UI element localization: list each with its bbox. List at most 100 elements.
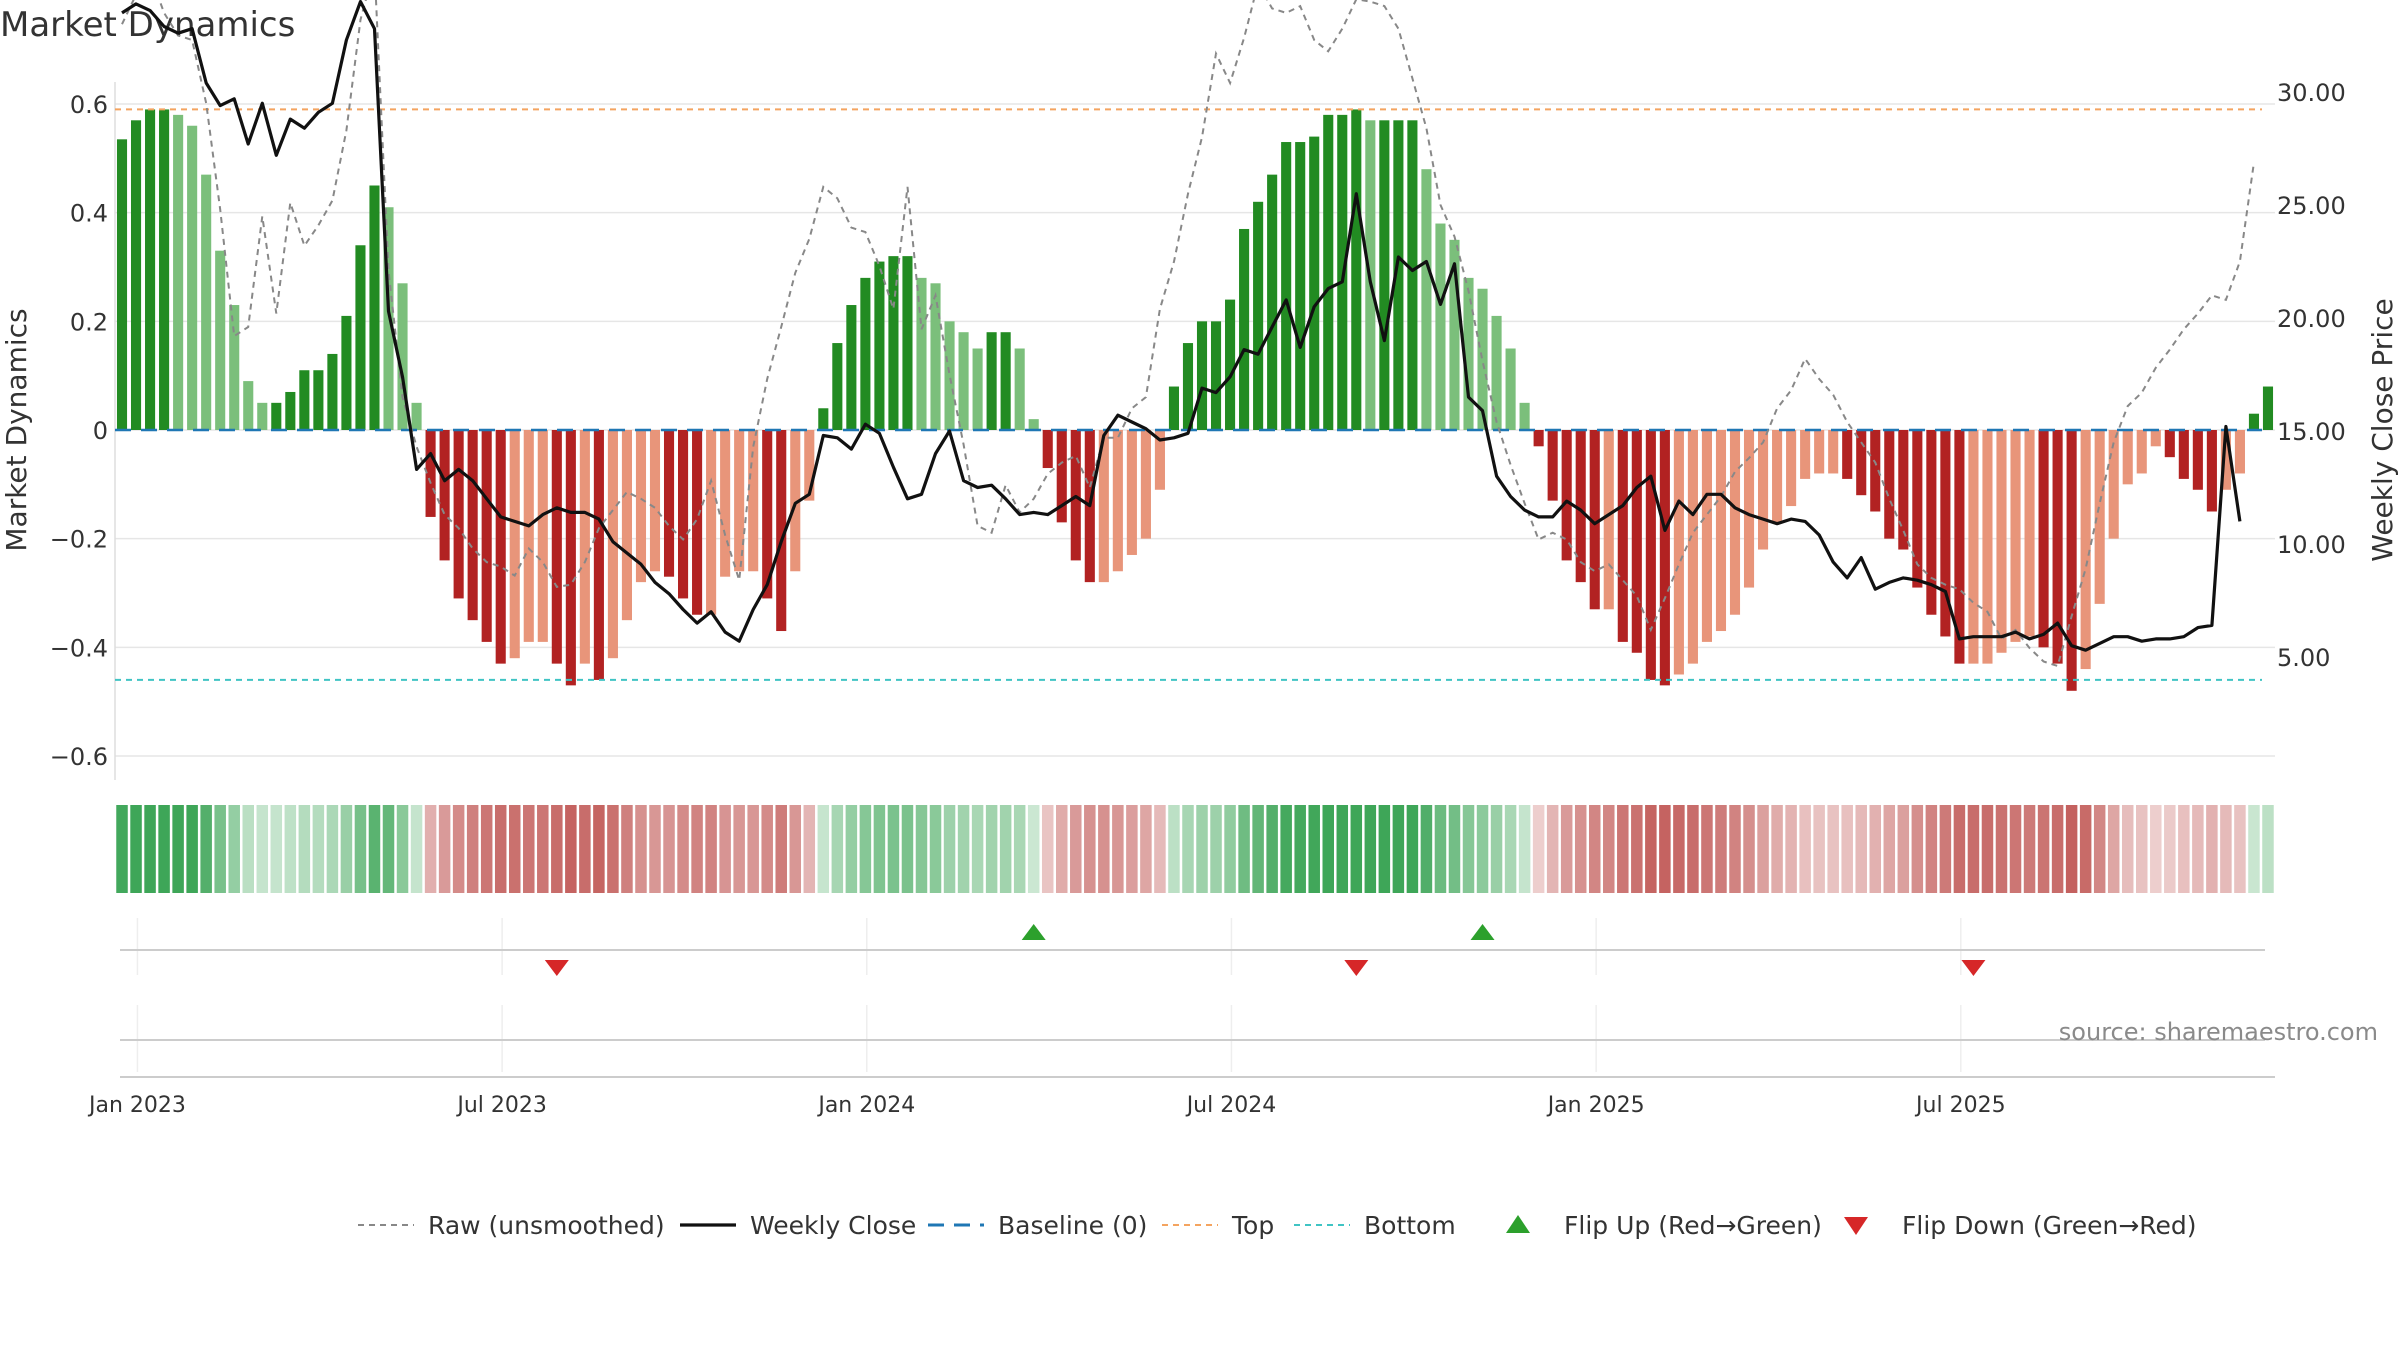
dynamics-bar [1673,430,1684,675]
regime-cell [1995,805,2008,893]
regime-cell [144,805,156,893]
dynamics-bar [916,277,927,430]
flip-down-marker [1344,960,1369,976]
dynamics-bar [313,370,324,430]
dynamics-bar [355,245,366,430]
regime-cell [1953,805,1966,893]
y-tick-label: −0.2 [50,526,108,554]
legend-label: Flip Up (Red→Green) [1564,1211,1822,1240]
regime-cell [298,805,311,893]
dynamics-bar [832,343,843,430]
dynamics-bar [1982,430,1993,664]
dynamics-bar [1239,228,1250,430]
y-tick-label: −0.4 [50,634,108,662]
dynamics-bar [902,256,913,430]
dynamics-bar [1210,321,1222,430]
dynamics-bar [804,430,815,501]
dynamics-bar [1870,430,1881,512]
regime-cell [1490,805,1503,893]
dynamics-bar [1715,430,1727,632]
regime-cell [635,805,647,893]
dynamics-bar [509,430,520,659]
regime-cell [1588,805,1601,893]
dynamics-bar [593,430,604,680]
regime-cell [1476,805,1489,893]
regime-cell [1350,805,1363,893]
x-tick-label: Jan 2023 [87,1093,186,1118]
regime-cell [368,805,381,893]
dynamics-bar [1519,402,1530,430]
y-axis-label: Market Dynamics [0,308,33,551]
dynamics-bar [2080,430,2091,670]
dynamics-bar [1056,430,1067,523]
dynamics-bar [341,315,352,430]
regime-cell [775,805,787,893]
regime-cell [1434,805,1447,893]
source-note: source: sharemaestro.com [2059,1018,2378,1046]
dynamics-bar [439,430,450,561]
y-tick-label: 0.4 [70,200,108,228]
regime-cell [1981,805,1994,893]
regime-cell [1448,805,1461,893]
regime-cell [172,805,184,893]
dynamics-bar [1126,430,1137,555]
dynamics-bar [1449,239,1460,430]
regime-cell [2037,805,2050,893]
dynamics-bar [1547,430,1558,501]
dynamics-bar [1898,430,1909,550]
flip-down-marker [1961,960,1986,976]
regime-cell [999,805,1012,893]
dynamics-bar [2066,430,2077,691]
dynamics-bar [748,430,759,572]
regime-cell [551,805,563,893]
dynamics-bar [663,430,675,577]
regime-cell [1701,805,1713,893]
grid-layer [114,82,2275,1078]
dynamics-bar [1631,430,1642,653]
dynamics-bar [2220,430,2231,490]
legend-label: Baseline (0) [998,1211,1147,1240]
y2-tick-label: 15.00 [2277,418,2346,446]
regime-cell [873,805,886,893]
dynamics-bar [1533,430,1544,447]
regime-cell [130,805,142,893]
dynamics-bar [537,430,548,642]
dynamics-bar [2178,430,2189,479]
dynamics-bar [1659,430,1670,686]
regime-cell [1855,805,1867,893]
dynamics-bar [1196,321,1208,430]
dynamics-bar [692,430,703,615]
regime-cell [1196,805,1208,893]
regime-cell [1743,805,1755,893]
dynamics-bar [173,114,184,431]
regime-cell [1813,805,1825,893]
dynamics-bar [1758,430,1769,550]
dynamics-bar [1323,114,1334,431]
regime-cell [593,805,605,893]
regime-cell [1869,805,1882,893]
dynamics-bar [229,305,240,430]
legend-label: Raw (unsmoothed) [428,1211,665,1240]
regime-cell [312,805,325,893]
regime-cell [214,805,226,893]
y-tick-label: 0.6 [70,91,108,119]
regime-cell [831,805,844,893]
regime-cell [957,805,970,893]
regime-cell [2079,805,2092,893]
regime-cell [677,805,689,893]
dynamics-bar [706,430,717,615]
dynamics-bar [1253,201,1264,430]
dynamics-bar [2164,430,2175,458]
regime-cell [859,805,872,893]
dynamics-bar [1140,430,1151,539]
regime-cell [326,805,339,893]
regime-cell [270,805,283,893]
regime-cell [747,805,759,893]
dynamics-bar [818,408,829,430]
dynamics-bar [1463,277,1474,430]
regime-cell [2065,805,2078,893]
dynamics-bar [369,185,380,430]
dynamics-bar [2052,430,2063,664]
dynamics-bar [635,430,647,583]
regime-cell [1070,805,1082,893]
